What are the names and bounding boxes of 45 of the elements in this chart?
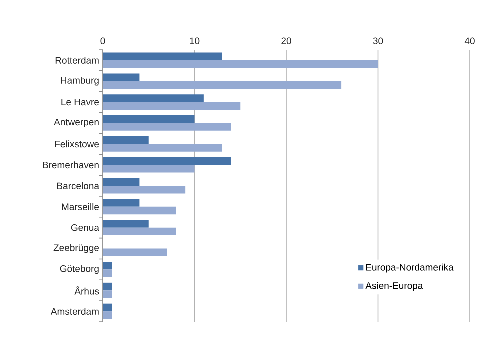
y-tick-label: Zeebrügge	[54, 244, 100, 254]
bar	[103, 74, 140, 82]
bar	[103, 102, 241, 110]
bar	[103, 282, 112, 291]
bar	[103, 248, 168, 256]
bar	[103, 262, 112, 270]
x-tick-label: 20	[282, 38, 292, 44]
bar	[103, 81, 342, 90]
y-tick-label: Genua	[71, 224, 100, 232]
bar	[103, 290, 112, 298]
y-tick-label: Rotterdam	[56, 56, 99, 64]
bar	[103, 312, 112, 320]
y-tick-label: Marseille	[62, 203, 100, 210]
bar	[103, 136, 149, 144]
y-tick-label: Bremerhaven	[43, 162, 99, 169]
bar	[103, 94, 204, 102]
x-tick-label: 10	[190, 38, 200, 44]
bar	[103, 220, 149, 228]
bar	[103, 123, 232, 131]
legend-label: Asien-Europa	[366, 282, 424, 292]
y-tick-label: Barcelona	[57, 182, 100, 190]
y-tick-label: Hamburg	[61, 76, 99, 86]
bar	[103, 186, 186, 194]
bar	[103, 116, 195, 124]
bar	[103, 60, 378, 68]
y-tick-label: Felixstowe	[55, 140, 100, 148]
y-tick-label: Göteborg	[60, 265, 99, 274]
bar	[103, 165, 195, 173]
y-tick-label: Antwerpen	[54, 118, 99, 128]
y-tick-label: Århus	[74, 286, 100, 295]
bar	[103, 157, 232, 166]
bar	[103, 228, 176, 236]
bar	[103, 178, 140, 186]
bar	[103, 199, 140, 207]
x-tick-label: 30	[373, 38, 384, 44]
y-tick-label: Amsterdam	[50, 308, 99, 316]
x-tick-label: 0	[100, 38, 106, 44]
bar	[103, 270, 112, 278]
bar	[103, 206, 176, 215]
bar	[103, 52, 222, 60]
y-tick-label: Le Havre	[62, 99, 100, 106]
legend-label: Europa-Nordamerika	[366, 264, 454, 273]
bar	[103, 304, 112, 312]
x-tick-label: 40	[464, 38, 475, 44]
bar	[103, 144, 222, 152]
